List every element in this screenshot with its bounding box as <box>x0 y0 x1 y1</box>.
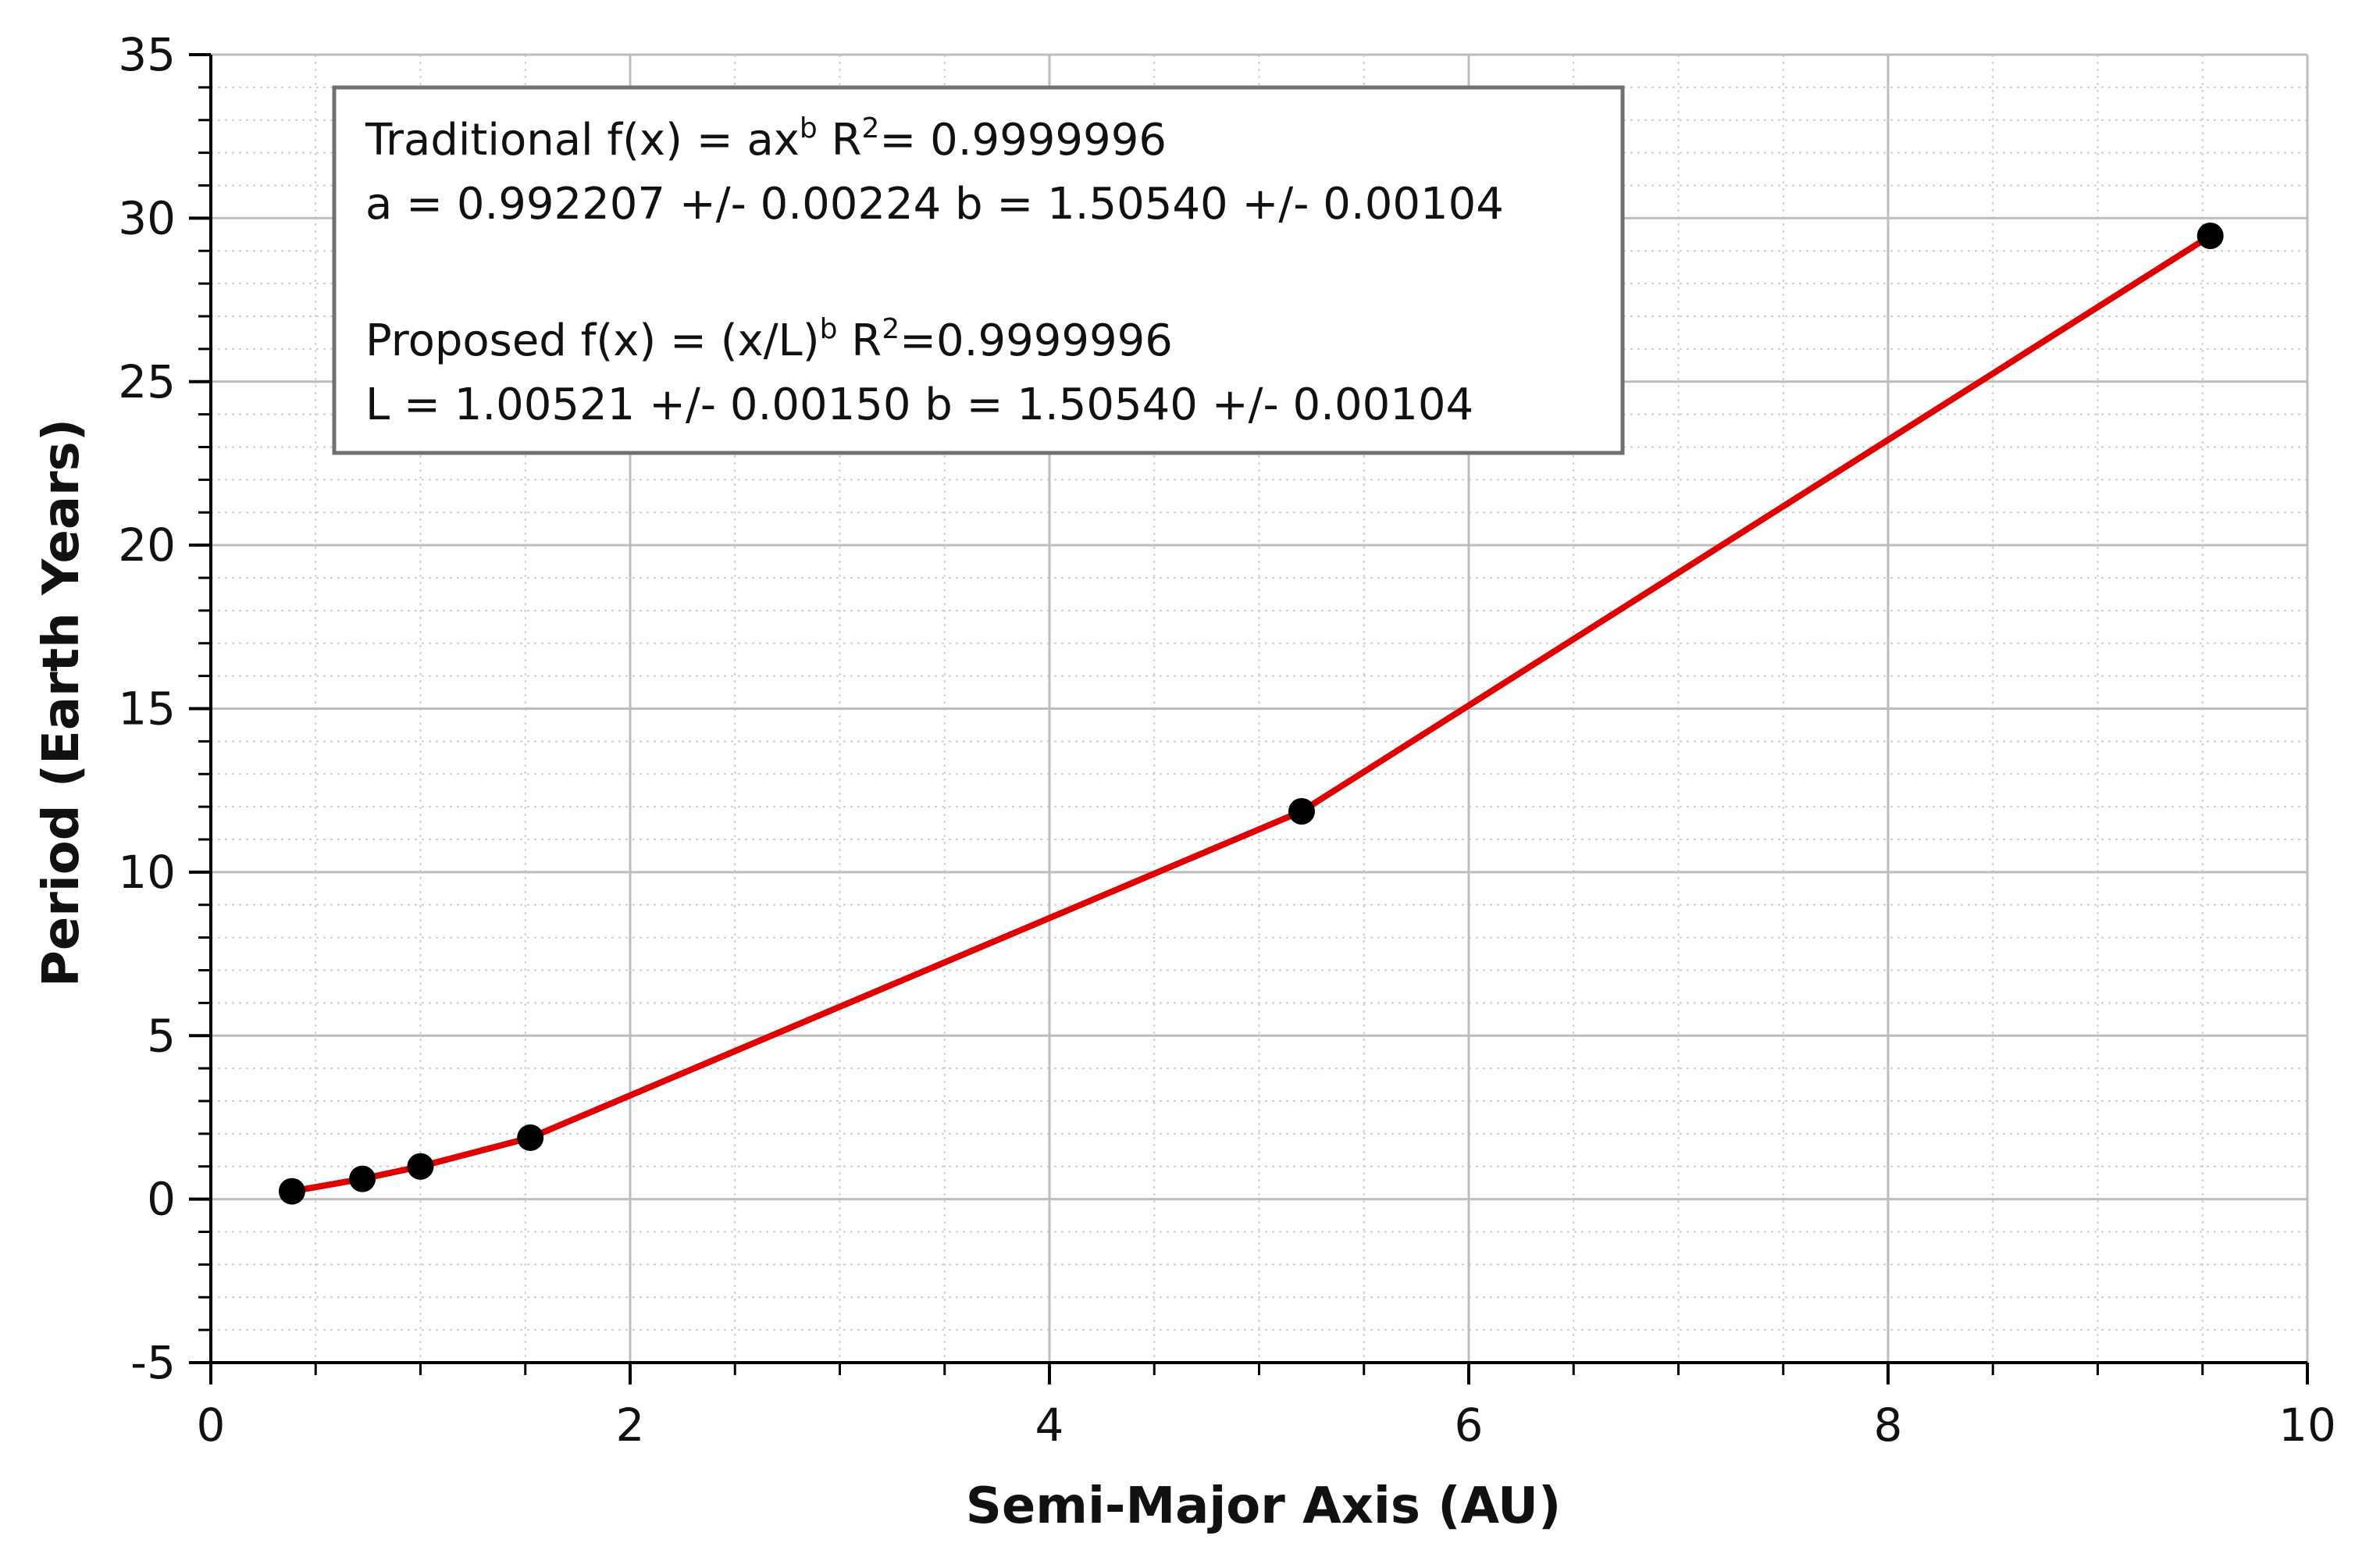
traditional-formula: Traditional f(x) = axb R2= 0.9999996 <box>365 112 1167 166</box>
series-layer <box>278 222 2224 1205</box>
proposed-formula: Proposed f(x) = (x/L)b R2=0.9999996 <box>365 313 1173 366</box>
y-tick-label: 0 <box>147 1173 176 1226</box>
data-point <box>278 1178 305 1205</box>
annotation-frame <box>332 85 1625 455</box>
traditional-params: a = 0.992207 +/- 0.00224 b = 1.50540 +/-… <box>365 179 1504 230</box>
data-point <box>2196 222 2224 249</box>
x-tick-label: 10 <box>2278 1399 2336 1452</box>
data-point <box>1288 797 1316 825</box>
y-tick-label: 10 <box>118 846 176 899</box>
x-tick-label: 4 <box>1035 1399 1064 1452</box>
proposed-params: L = 1.00521 +/- 0.00150 b = 1.50540 +/- … <box>365 380 1473 430</box>
y-tick-label: 35 <box>118 28 176 81</box>
data-point <box>349 1165 376 1192</box>
x-tick-label: 6 <box>1455 1399 1484 1452</box>
annotation-box: Traditional f(x) = axb R2= 0.9999996 a =… <box>332 85 1625 455</box>
y-tick-label: 15 <box>118 682 176 736</box>
tick-marks <box>189 53 2309 1384</box>
y-tick-label: 5 <box>147 1009 176 1062</box>
data-point <box>407 1153 434 1180</box>
y-tick-label: 20 <box>118 519 176 572</box>
y-axis-title: Period (Earth Years) <box>33 419 91 987</box>
y-tick-label: 25 <box>118 355 176 408</box>
tick-labels: 0 2 4 6 8 10 -5 0 5 10 15 20 25 30 35 <box>118 28 2336 1452</box>
x-tick-label: 0 <box>197 1399 226 1452</box>
x-axis-title: Semi-Major Axis (AU) <box>966 1477 1561 1535</box>
y-tick-label: 30 <box>118 191 176 244</box>
y-tick-label: -5 <box>130 1336 176 1389</box>
data-point <box>517 1124 544 1151</box>
x-tick-label: 8 <box>1874 1399 1903 1452</box>
x-tick-label: 2 <box>616 1399 645 1452</box>
